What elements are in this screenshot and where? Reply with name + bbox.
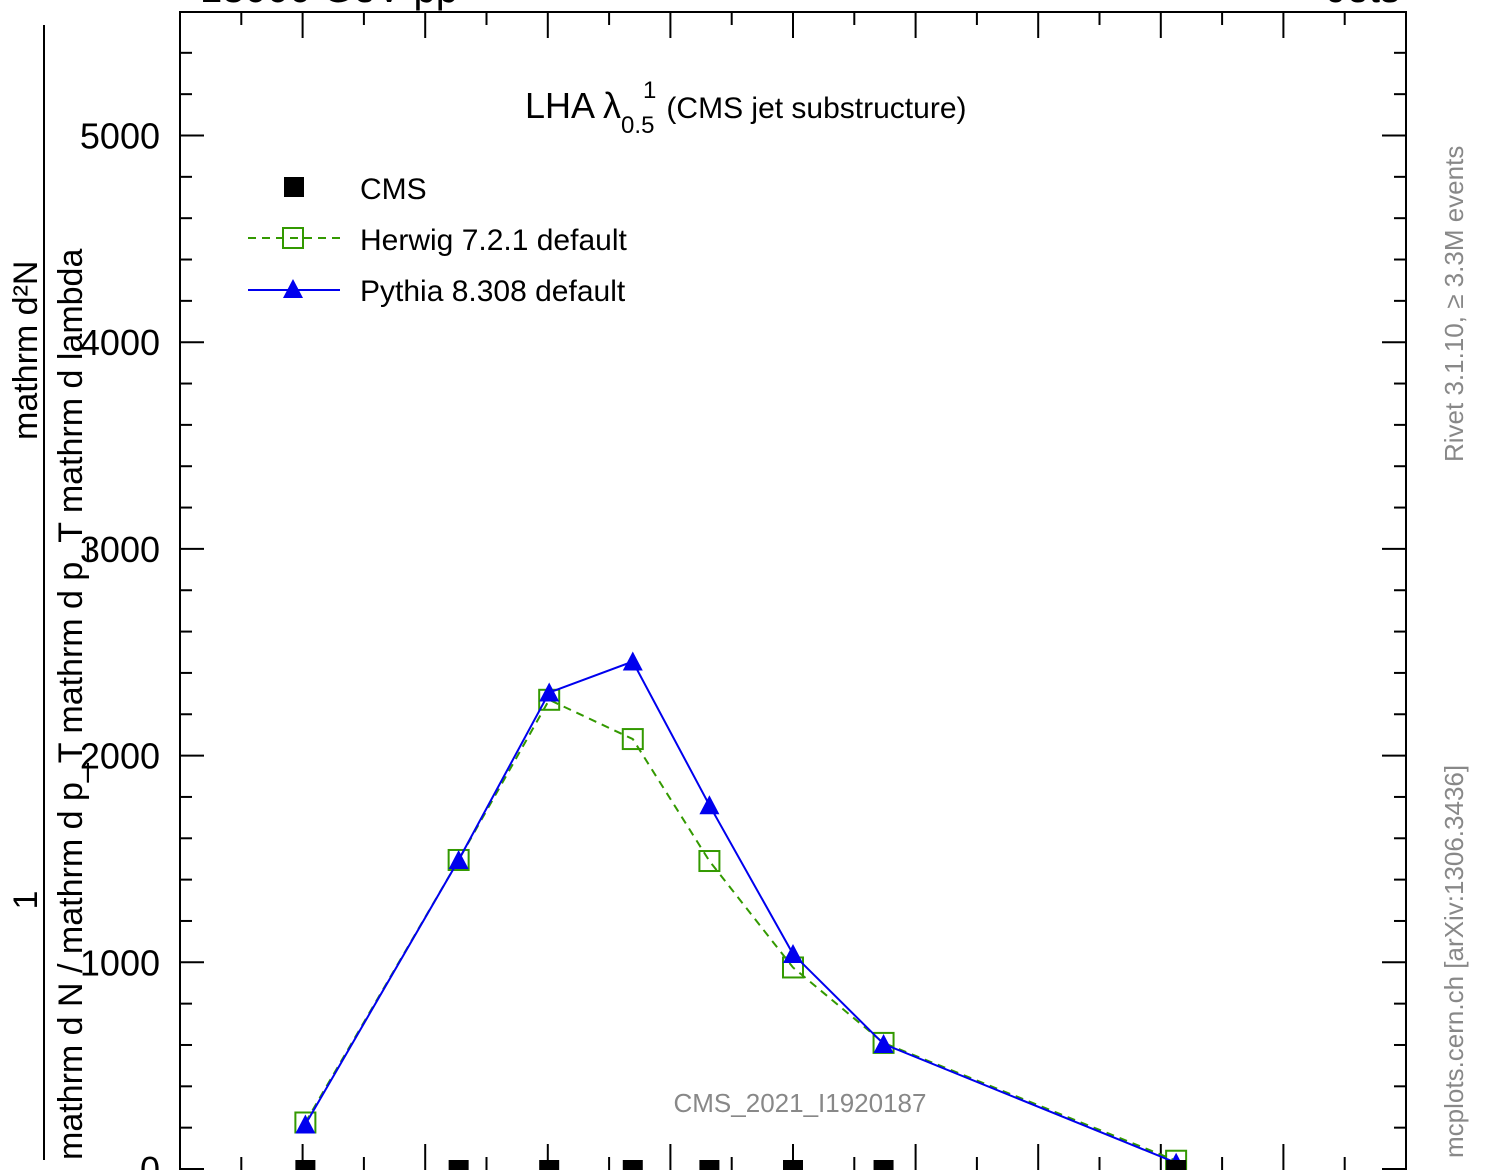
cms-point: [1166, 1160, 1187, 1170]
legend-marker-pythia: [283, 279, 303, 298]
cms-point: [873, 1160, 894, 1170]
ylabel-one: 1: [7, 891, 45, 910]
cms-point: [539, 1160, 560, 1170]
herwig-point: [621, 728, 644, 751]
pythia-point: [539, 682, 560, 702]
cms-point: [295, 1160, 316, 1170]
legend-label-cms: CMS: [360, 173, 427, 206]
y-tick-label: 1000: [80, 942, 160, 983]
header-left: 13000 GeV pp: [200, 0, 458, 11]
ylabel-denominator: mathrm d N / mathrm d p_T mathrm d p_T m…: [52, 249, 90, 1160]
rivet-info: Rivet 3.1.10, ≥ 3.3M events: [1439, 146, 1469, 462]
y-tick-label: 0: [140, 1149, 160, 1170]
svg-text:LHA λ0.5(CMS jet substructure): LHA λ0.5 (CMS jet substructure): [525, 85, 967, 139]
cms-point: [622, 1160, 643, 1170]
series-pythia: [295, 651, 1186, 1170]
source-info: mcplots.cern.ch [arXiv:1306.3436]: [1439, 765, 1469, 1158]
cms-point: [448, 1160, 469, 1170]
pythia-point: [873, 1033, 894, 1053]
y-axis-ticks: [180, 51, 1406, 1170]
y-axis-tick-labels: 0 1000 2000 3000 4000 5000: [80, 116, 160, 1170]
herwig-point: [698, 850, 721, 873]
legend-marker-cms: [284, 177, 304, 197]
ylabel-numerator: mathrm d²N: [7, 261, 45, 440]
title-main: LHA λ: [525, 85, 621, 126]
title-suffix: (CMS jet substructure): [666, 92, 966, 125]
pythia-point: [783, 944, 803, 964]
y-tick-label: 3000: [80, 529, 160, 570]
pythia-point: [448, 849, 469, 869]
pythia-point: [699, 795, 720, 815]
y-axis-label: mathrm d²N 1 mathrm d N / mathrm d p_T m…: [7, 25, 90, 1160]
analysis-id: CMS_2021_I1920187: [674, 1088, 927, 1118]
y-tick-label: 4000: [80, 322, 160, 363]
chart-title: LHA λ0.5 (CMS jet substructure) 1: [525, 77, 967, 139]
cms-point: [783, 1160, 803, 1170]
title-sub: 0.5: [621, 112, 654, 139]
pythia-point: [622, 651, 643, 671]
pythia-line: [304, 660, 1177, 1164]
y-tick-label: 2000: [80, 736, 160, 777]
legend-marker-herwig: [282, 227, 304, 249]
header-right: Jets: [1327, 0, 1400, 11]
legend-label-herwig: Herwig 7.2.1 default: [360, 224, 627, 257]
pythia-point: [295, 1114, 316, 1134]
legend-label-pythia: Pythia 8.308 default: [360, 275, 626, 308]
y-tick-label: 5000: [80, 116, 160, 157]
title-sup: 1: [643, 77, 656, 104]
cms-point: [699, 1160, 720, 1170]
legend: CMS Herwig 7.2.1 default Pythia 8.308 de…: [248, 173, 627, 308]
series-cms: [295, 1160, 1187, 1170]
